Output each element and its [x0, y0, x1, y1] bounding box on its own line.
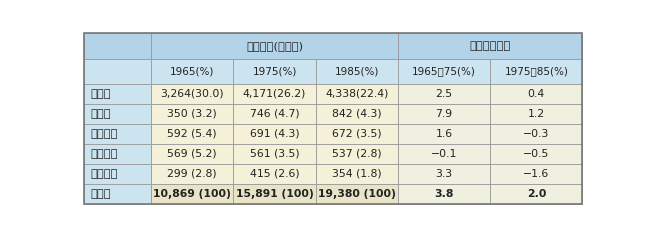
Text: −0.3: −0.3 [523, 129, 549, 139]
Bar [398, 144, 490, 164]
Text: −1.6: −1.6 [523, 169, 549, 179]
Bar [233, 84, 316, 104]
Bar [316, 124, 398, 144]
Text: 592 (5.4): 592 (5.4) [168, 129, 217, 139]
Bar [84, 104, 151, 124]
Bar [398, 84, 490, 104]
Bar [84, 164, 151, 184]
Text: 4,338(22.4): 4,338(22.4) [325, 89, 389, 99]
Text: 7.9: 7.9 [436, 109, 452, 119]
Bar [316, 184, 398, 204]
Bar [151, 33, 398, 59]
Bar [84, 124, 151, 144]
Text: 299 (2.8): 299 (2.8) [168, 169, 217, 179]
Bar [316, 164, 398, 184]
Text: 1975(%): 1975(%) [252, 66, 296, 77]
Text: 15,891 (100): 15,891 (100) [236, 189, 313, 199]
Text: 1975－85(%): 1975－85(%) [504, 66, 568, 77]
Bar [151, 84, 233, 104]
Text: 西ドイツ: 西ドイツ [90, 129, 118, 139]
Bar [398, 59, 490, 84]
Text: 672 (3.5): 672 (3.5) [332, 129, 382, 139]
Bar [398, 164, 490, 184]
Bar [490, 104, 582, 124]
Bar [84, 144, 151, 164]
Bar [490, 164, 582, 184]
Bar [84, 59, 151, 84]
Text: 1.6: 1.6 [436, 129, 452, 139]
Text: 354 (1.8): 354 (1.8) [332, 169, 382, 179]
Text: 4,171(26.2): 4,171(26.2) [243, 89, 306, 99]
Text: 19,380 (100): 19,380 (100) [318, 189, 396, 199]
Bar [233, 104, 316, 124]
Text: 0.4: 0.4 [528, 89, 545, 99]
Bar [151, 164, 233, 184]
Bar [398, 184, 490, 204]
Bar [490, 184, 582, 204]
Bar [84, 33, 151, 59]
Text: イギリス: イギリス [90, 149, 118, 159]
Bar [233, 164, 316, 184]
Text: 百万トン(シェア): 百万トン(シェア) [246, 41, 303, 51]
Text: 年平均伸び率: 年平均伸び率 [469, 41, 511, 51]
Bar [490, 59, 582, 84]
Text: 世界計: 世界計 [90, 189, 111, 199]
Text: 日　本: 日 本 [90, 109, 111, 119]
Bar [233, 59, 316, 84]
Text: 1965－75(%): 1965－75(%) [412, 66, 476, 77]
Text: 691 (4.3): 691 (4.3) [250, 129, 300, 139]
Text: −0.1: −0.1 [431, 149, 458, 159]
Text: 350 (3.2): 350 (3.2) [167, 109, 217, 119]
Text: 1985(%): 1985(%) [335, 66, 379, 77]
Bar [233, 144, 316, 164]
Bar [84, 184, 151, 204]
Bar [151, 144, 233, 164]
Bar [490, 124, 582, 144]
Text: −0.5: −0.5 [523, 149, 549, 159]
Text: 569 (5.2): 569 (5.2) [168, 149, 217, 159]
Text: 2.0: 2.0 [526, 189, 546, 199]
Bar [151, 184, 233, 204]
Text: 3.3: 3.3 [436, 169, 452, 179]
Bar [316, 144, 398, 164]
Text: 1.2: 1.2 [528, 109, 545, 119]
Text: 10,869 (100): 10,869 (100) [153, 189, 231, 199]
Text: 1965(%): 1965(%) [170, 66, 214, 77]
Bar [490, 144, 582, 164]
Text: 537 (2.8): 537 (2.8) [332, 149, 382, 159]
Text: 米　国: 米 国 [90, 89, 111, 99]
Text: 2.5: 2.5 [436, 89, 452, 99]
Bar [316, 84, 398, 104]
Bar [233, 184, 316, 204]
Bar [490, 84, 582, 104]
Text: 561 (3.5): 561 (3.5) [250, 149, 300, 159]
Bar [151, 104, 233, 124]
Bar [233, 124, 316, 144]
Text: 3.8: 3.8 [434, 189, 454, 199]
Text: 746 (4.7): 746 (4.7) [250, 109, 300, 119]
Bar [151, 59, 233, 84]
Bar [398, 124, 490, 144]
Text: フランス: フランス [90, 169, 118, 179]
Bar [316, 104, 398, 124]
Text: 415 (2.6): 415 (2.6) [250, 169, 300, 179]
Text: 842 (4.3): 842 (4.3) [332, 109, 382, 119]
Text: 3,264(30.0): 3,264(30.0) [161, 89, 224, 99]
Bar [316, 59, 398, 84]
Bar [398, 33, 582, 59]
Bar [398, 104, 490, 124]
Bar [151, 124, 233, 144]
Bar [84, 84, 151, 104]
